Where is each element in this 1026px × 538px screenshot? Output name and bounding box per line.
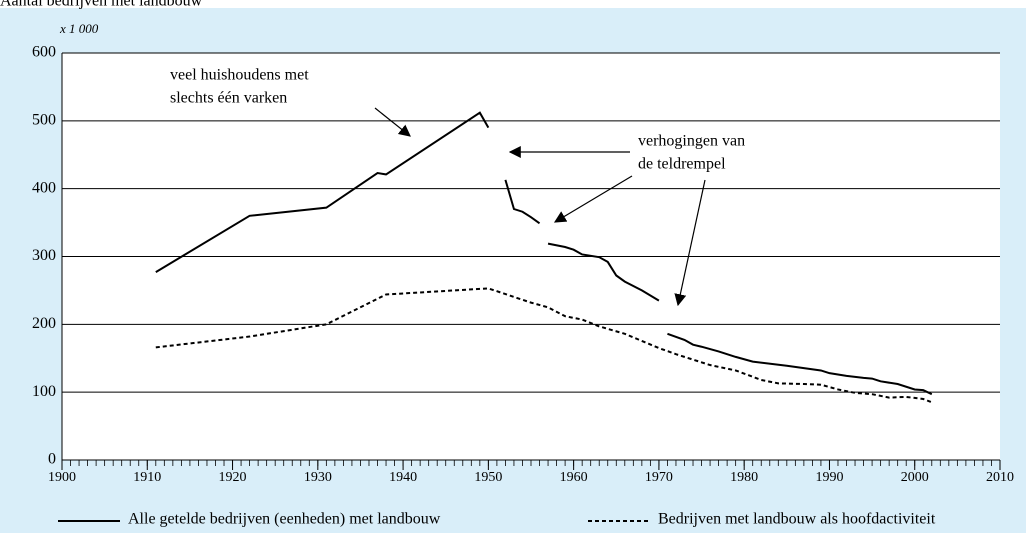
x-tick-label: 1930	[304, 470, 332, 485]
y-tick-label: 300	[32, 247, 56, 264]
x-tick-label: 1990	[815, 470, 843, 485]
arrows	[374, 107, 706, 307]
chart-title: Aantal bedrijven met landbouw	[0, 0, 203, 10]
y-tick-label: 600	[32, 44, 56, 61]
y-tick-label: 500	[32, 112, 56, 129]
annotation: slechts één varken	[170, 90, 287, 107]
x-tick-label: 1970	[645, 470, 673, 485]
x-tick-label: 1950	[474, 470, 502, 485]
x-tick-label: 1940	[389, 470, 417, 485]
x-tick-label: 1980	[730, 470, 758, 485]
arrow	[674, 179, 706, 307]
y-tick-label: 0	[48, 451, 56, 468]
x-tick-label: 1910	[133, 470, 161, 485]
legend-label: Alle getelde bedrijven (eenheden) met la…	[128, 511, 441, 528]
x-tick-label: 1920	[219, 470, 247, 485]
annotation: veel huishoudens met	[170, 67, 309, 84]
legend-label: Bedrijven met landbouw als hoofdactivite…	[658, 511, 936, 528]
x-tick-label: 2000	[901, 470, 929, 485]
series-line	[155, 111, 933, 396]
x-tick-label: 2010	[986, 470, 1014, 485]
arrow	[374, 107, 411, 137]
y-axis-label: x 1 000	[59, 21, 99, 36]
annotation: verhogingen van	[638, 133, 745, 150]
x-tick-label: 1900	[48, 470, 76, 485]
annotation: de teldrempel	[638, 156, 726, 173]
x-tick-label: 1960	[560, 470, 588, 485]
arrow	[553, 175, 633, 223]
y-tick-label: 200	[32, 315, 56, 332]
y-tick-label: 400	[32, 179, 56, 196]
y-tick-label: 100	[32, 383, 56, 400]
